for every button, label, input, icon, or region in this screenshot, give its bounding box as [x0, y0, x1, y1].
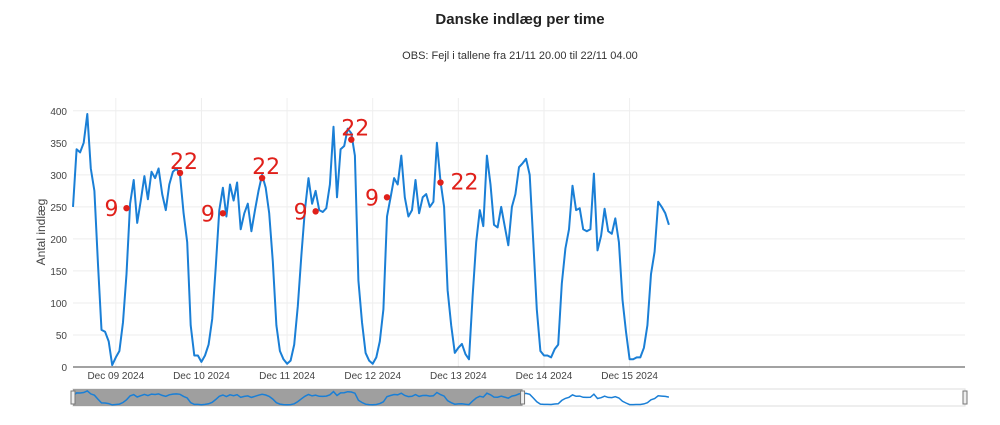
- range-slider-end-handle[interactable]: [962, 390, 968, 405]
- range-slider-left-handle[interactable]: [70, 390, 76, 405]
- annotation-dot: [437, 179, 444, 186]
- range-slider-right-handle[interactable]: [520, 390, 526, 405]
- annotation-dot: [176, 169, 184, 177]
- series-line[interactable]: [72, 113, 670, 367]
- y-tick-label: 350: [50, 139, 67, 150]
- range-slider[interactable]: [70, 388, 968, 407]
- y-tick-label: 150: [50, 267, 67, 278]
- annotation-dot: [258, 174, 266, 182]
- annotation-dot: [219, 210, 227, 217]
- x-tick-label: Dec 15 2024: [601, 371, 658, 382]
- x-tick-label: Dec 12 2024: [344, 371, 401, 382]
- y-tick-label: 200: [50, 235, 67, 246]
- y-tick-label: 300: [50, 171, 67, 182]
- x-tick-label: Dec 10 2024: [173, 371, 230, 382]
- annotation-label: 22: [341, 117, 369, 142]
- x-tick-label: Dec 14 2024: [516, 371, 573, 382]
- grid: [73, 98, 965, 367]
- y-axis-label: Antal indlæg: [34, 199, 48, 266]
- chart-subtitle: OBS: Fejl i tallene fra 21/11 20.00 til …: [402, 50, 638, 62]
- chart-title: Danske indlæg per time: [435, 11, 604, 28]
- annotation-dot: [383, 194, 391, 201]
- x-tick-label: Dec 13 2024: [430, 371, 487, 382]
- y-tick-label: 0: [61, 363, 67, 374]
- y-tick-label: 400: [50, 107, 67, 118]
- annotation-label: 9: [105, 197, 119, 222]
- annotation-dot: [312, 208, 319, 215]
- y-tick-label: 100: [50, 299, 67, 310]
- annotation-dot: [123, 204, 130, 212]
- annotation-label: 9: [365, 186, 379, 211]
- annotations: 9 22 9 22 9 22 9 22: [105, 117, 479, 228]
- annotation-label: 9: [201, 202, 215, 227]
- range-slider-mask: [73, 389, 523, 406]
- annotation-dot: [348, 136, 355, 143]
- y-tick-label: 50: [56, 331, 68, 342]
- x-tick-label: Dec 09 2024: [87, 371, 144, 382]
- x-tick-label: Dec 11 2024: [259, 371, 315, 382]
- annotation-label: 22: [451, 171, 479, 196]
- range-slider-line: [72, 390, 670, 406]
- annotation-label: 22: [252, 155, 280, 180]
- y-axis: 0 50 100 150 200 250 300 350 400: [50, 107, 67, 374]
- annotation-label: 22: [170, 150, 198, 175]
- annotation-label: 9: [294, 200, 308, 225]
- x-axis: Dec 09 2024 Dec 10 2024 Dec 11 2024 Dec 12 …: [87, 371, 658, 382]
- y-tick-label: 250: [50, 203, 67, 214]
